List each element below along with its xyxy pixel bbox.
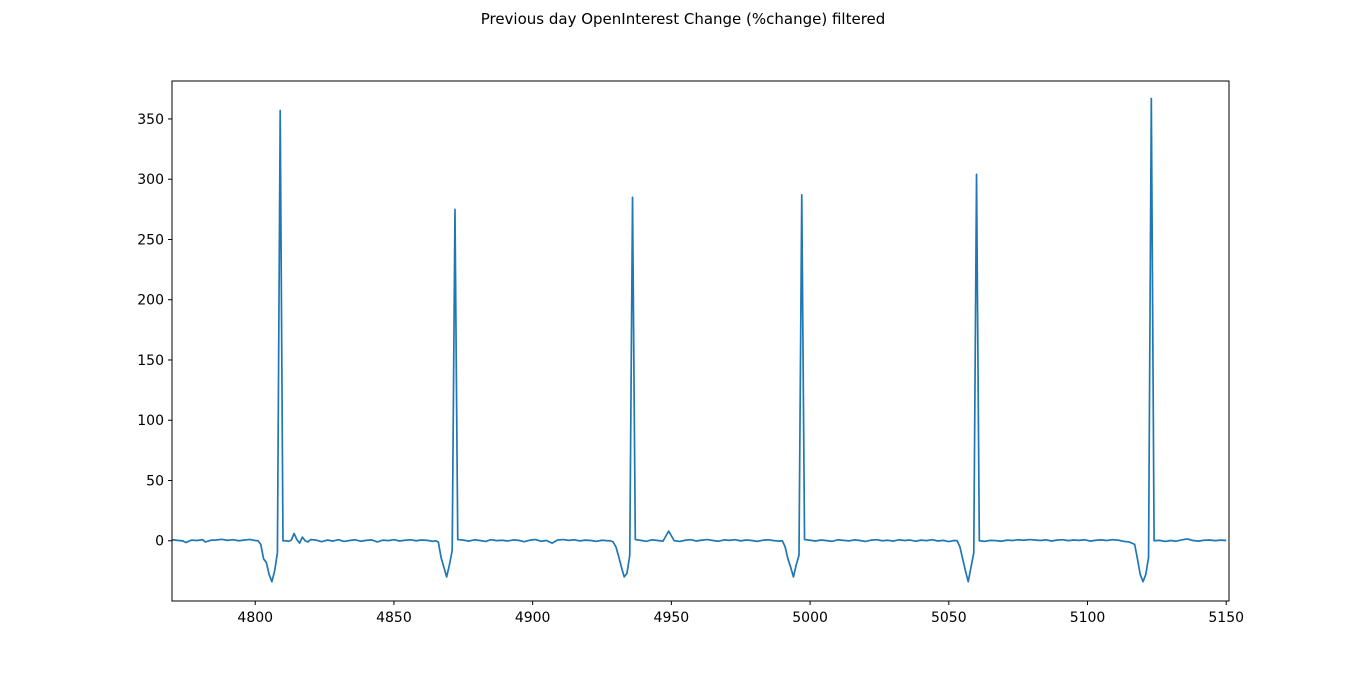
- y-tick-label: 250: [137, 232, 164, 248]
- y-tick-label: 50: [146, 473, 164, 489]
- x-tick-label: 4850: [376, 610, 412, 626]
- x-tick-label: 5150: [1208, 610, 1244, 626]
- y-tick-label: 0: [155, 534, 164, 550]
- chart-title: Previous day OpenInterest Change (%chang…: [481, 10, 886, 28]
- line: [172, 97, 1227, 583]
- x-tick-label: 5000: [792, 610, 828, 626]
- y-tick-label: 150: [137, 353, 164, 369]
- x-tick-label: 4800: [237, 610, 273, 626]
- x-tick-label: 4900: [515, 610, 551, 626]
- x-tick-label: 5100: [1070, 610, 1106, 626]
- y-tick-label: 350: [137, 112, 164, 128]
- x-tick-label: 5050: [931, 610, 967, 626]
- axes-frame: [171, 80, 1230, 602]
- y-tick-label: 300: [137, 172, 164, 188]
- y-tick-label: 200: [137, 293, 164, 309]
- x-tick-label: 4950: [654, 610, 690, 626]
- y-tick-label: 100: [137, 413, 164, 429]
